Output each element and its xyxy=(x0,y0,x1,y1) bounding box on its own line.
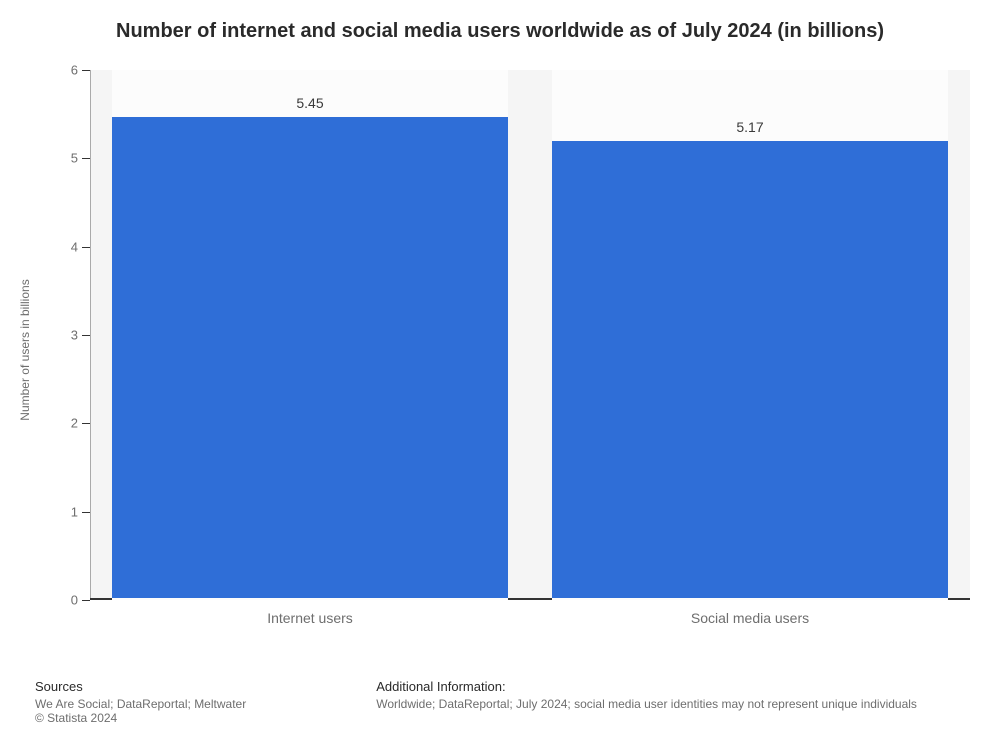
y-tick xyxy=(82,158,90,159)
sources-heading: Sources xyxy=(35,679,246,694)
y-tick xyxy=(82,423,90,424)
bar-value-label: 5.45 xyxy=(112,95,508,111)
bar: 5.17 xyxy=(552,141,948,598)
chart-container: Number of users in billions 01234565.45I… xyxy=(35,60,975,640)
additional-info-block: Additional Information: Worldwide; DataR… xyxy=(376,679,917,725)
y-tick-label: 5 xyxy=(71,151,78,166)
y-tick-label: 4 xyxy=(71,239,78,254)
y-axis-label: Number of users in billions xyxy=(18,279,32,420)
x-tick-label: Internet users xyxy=(90,610,530,626)
y-tick-label: 6 xyxy=(71,63,78,78)
x-tick-label: Social media users xyxy=(530,610,970,626)
y-tick xyxy=(82,70,90,71)
y-tick-label: 3 xyxy=(71,328,78,343)
y-tick xyxy=(82,247,90,248)
y-tick-label: 2 xyxy=(71,416,78,431)
y-tick-label: 0 xyxy=(71,593,78,608)
chart-title: Number of internet and social media user… xyxy=(0,0,1000,53)
sources-block: Sources We Are Social; DataReportal; Mel… xyxy=(35,679,246,725)
chart-footer: Sources We Are Social; DataReportal; Mel… xyxy=(35,679,970,725)
copyright-line: © Statista 2024 xyxy=(35,711,246,725)
y-tick xyxy=(82,335,90,336)
bar-slot: 5.17Social media users xyxy=(530,70,970,600)
additional-info-text: Worldwide; DataReportal; July 2024; soci… xyxy=(376,697,917,711)
y-tick xyxy=(82,512,90,513)
bar-value-label: 5.17 xyxy=(552,119,948,135)
bar: 5.45 xyxy=(112,117,508,598)
plot-area: 01234565.45Internet users5.17Social medi… xyxy=(90,70,970,600)
y-tick xyxy=(82,600,90,601)
bar-slot: 5.45Internet users xyxy=(90,70,530,600)
y-tick-label: 1 xyxy=(71,504,78,519)
sources-line: We Are Social; DataReportal; Meltwater xyxy=(35,697,246,711)
additional-info-heading: Additional Information: xyxy=(376,679,917,694)
